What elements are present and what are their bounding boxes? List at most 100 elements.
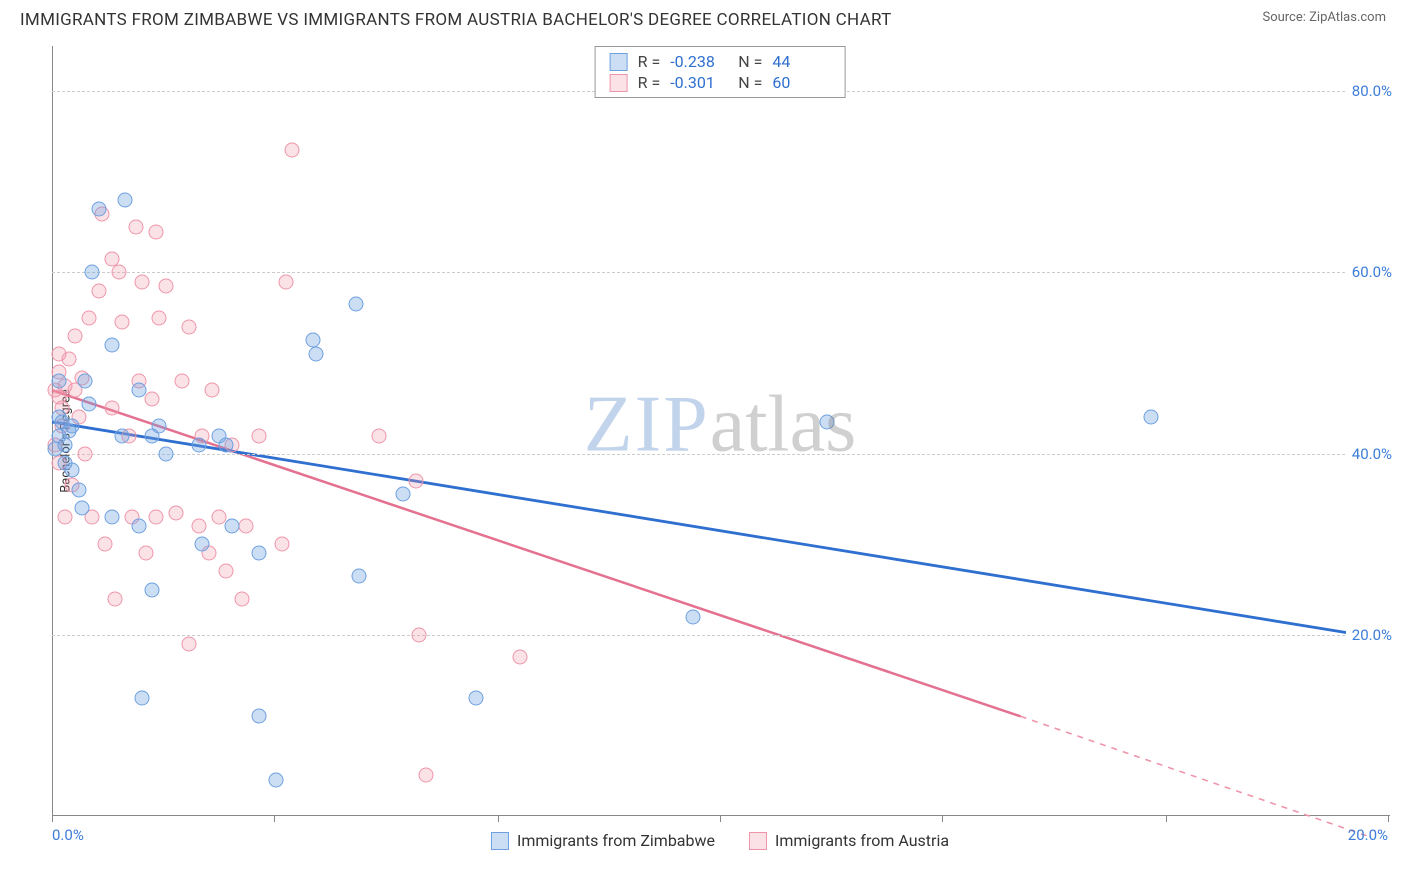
x-tick — [1166, 816, 1167, 822]
data-point — [225, 519, 240, 534]
stat-n-value: 60 — [772, 73, 830, 92]
data-point — [65, 462, 80, 477]
data-point — [238, 519, 253, 534]
data-point — [65, 419, 80, 434]
data-point — [138, 546, 153, 561]
data-point — [98, 537, 113, 552]
data-point — [168, 505, 183, 520]
data-point — [61, 351, 76, 366]
data-point — [275, 537, 290, 552]
data-point — [181, 636, 196, 651]
data-point — [195, 537, 210, 552]
y-tick-label: 20.0% — [1346, 626, 1392, 644]
data-point — [218, 564, 233, 579]
data-point — [58, 510, 73, 525]
data-point — [108, 591, 123, 606]
y-tick-label: 80.0% — [1346, 82, 1392, 100]
data-point — [128, 220, 143, 235]
data-point — [819, 414, 834, 429]
grid-line — [52, 635, 1390, 636]
scatter-plot: 20.0%40.0%60.0%80.0%0.0%20.0% — [50, 46, 1390, 836]
data-point — [278, 274, 293, 289]
data-point — [105, 510, 120, 525]
data-point — [145, 392, 160, 407]
chart-area: Bachelor's Degree 20.0%40.0%60.0%80.0%0.… — [50, 46, 1390, 836]
legend-item: Immigrants from Zimbabwe — [491, 831, 715, 850]
data-point — [212, 428, 227, 443]
data-point — [181, 319, 196, 334]
stat-n-label: N = — [738, 52, 762, 71]
legend-swatch — [610, 74, 628, 92]
data-point — [235, 591, 250, 606]
data-point — [71, 482, 86, 497]
data-point — [191, 519, 206, 534]
data-point — [151, 310, 166, 325]
grid-line — [52, 454, 1390, 455]
data-point — [158, 446, 173, 461]
data-point — [78, 446, 93, 461]
legend-label: Immigrants from Zimbabwe — [517, 831, 715, 850]
data-point — [105, 337, 120, 352]
data-point — [68, 328, 83, 343]
data-point — [348, 297, 363, 312]
stat-n-label: N = — [738, 73, 762, 92]
data-point — [148, 224, 163, 239]
data-point — [252, 546, 267, 561]
stats-legend-row: R =-0.238N =44 — [596, 51, 845, 72]
data-point — [131, 383, 146, 398]
x-axis-line — [52, 815, 1390, 816]
stat-r-value: -0.238 — [670, 52, 728, 71]
data-point — [419, 768, 434, 783]
legend-swatch — [749, 832, 767, 850]
data-point — [81, 396, 96, 411]
data-point — [1143, 410, 1158, 425]
data-point — [135, 691, 150, 706]
data-point — [115, 428, 130, 443]
data-point — [191, 437, 206, 452]
data-point — [372, 428, 387, 443]
x-tick — [720, 816, 721, 822]
x-tick — [498, 816, 499, 822]
data-point — [395, 487, 410, 502]
data-point — [686, 609, 701, 624]
data-point — [51, 374, 66, 389]
data-point — [145, 582, 160, 597]
data-point — [512, 650, 527, 665]
source-label: Source: ZipAtlas.com — [1262, 10, 1386, 25]
x-tick — [52, 816, 53, 822]
grid-line — [52, 272, 1390, 273]
data-point — [352, 568, 367, 583]
legend-swatch — [610, 53, 628, 71]
data-point — [48, 442, 63, 457]
data-point — [105, 401, 120, 416]
stat-r-label: R = — [638, 73, 661, 92]
data-point — [252, 709, 267, 724]
data-point — [268, 772, 283, 787]
data-point — [115, 315, 130, 330]
x-tick-label: 20.0% — [1348, 826, 1388, 844]
data-point — [135, 274, 150, 289]
data-point — [205, 383, 220, 398]
data-point — [85, 265, 100, 280]
data-point — [412, 627, 427, 642]
data-point — [91, 202, 106, 217]
data-point — [118, 193, 133, 208]
stat-r-label: R = — [638, 52, 661, 71]
data-point — [75, 501, 90, 516]
x-tick — [274, 816, 275, 822]
stat-r-value: -0.301 — [670, 73, 728, 92]
bottom-legend: Immigrants from Zimbabwe Immigrants from … — [491, 831, 949, 850]
data-point — [175, 374, 190, 389]
data-point — [308, 347, 323, 362]
x-tick — [942, 816, 943, 822]
y-tick-label: 60.0% — [1346, 263, 1392, 281]
data-point — [285, 143, 300, 158]
x-tick-label: 0.0% — [52, 826, 84, 844]
stats-legend-box: R =-0.238N =44R =-0.301N =60 — [595, 46, 846, 98]
legend-label: Immigrants from Austria — [775, 831, 949, 850]
data-point — [158, 279, 173, 294]
data-point — [91, 283, 106, 298]
chart-title: IMMIGRANTS FROM ZIMBABWE VS IMMIGRANTS F… — [20, 10, 892, 30]
data-point — [78, 374, 93, 389]
data-point — [148, 510, 163, 525]
